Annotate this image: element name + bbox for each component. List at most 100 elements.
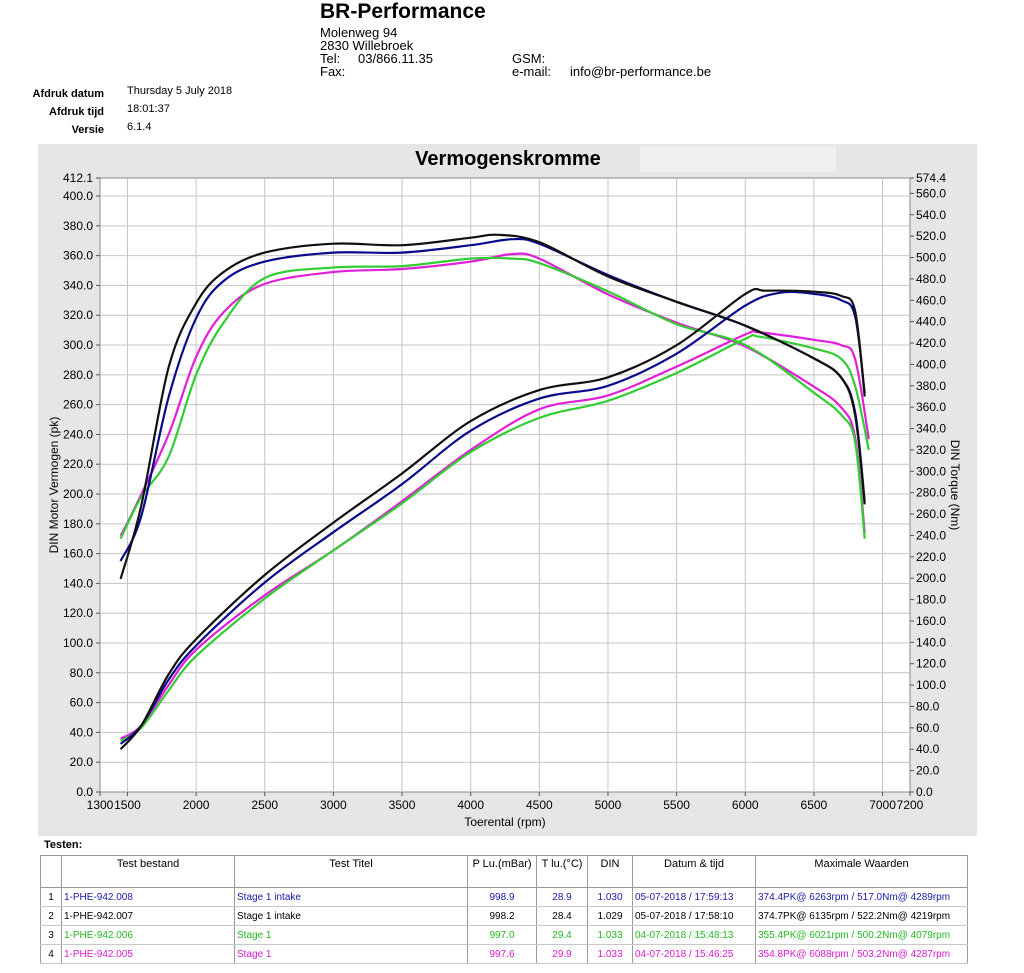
y-right-tick-label: 260.0 [916, 507, 946, 521]
y-right-tick-label: 320.0 [916, 443, 946, 457]
company-street: Molenweg 94 [320, 25, 398, 40]
row-din: 1.030 [587, 887, 633, 907]
x-tick-label: 6500 [801, 798, 828, 812]
version-label: Versie [71, 124, 104, 136]
x-tick-label: 3000 [320, 798, 347, 812]
print-date-label: Afdruk datum [32, 88, 105, 100]
y-right-tick-label: 20.0 [916, 764, 940, 778]
tests-label: Testen: [44, 839, 83, 851]
test-row: 1 1-PHE-942.008 Stage 1 intake 998.9 28.9 1.0… [40, 887, 968, 907]
row-din: 1.033 [587, 925, 633, 945]
y-left-tick-label: 360.0 [63, 249, 93, 263]
y-left-tick-label: 380.0 [63, 219, 93, 233]
x-tick-label: 1500 [114, 798, 141, 812]
y-right-tick-label: 574.4 [916, 171, 946, 185]
y-left-tick-label: 140.0 [63, 576, 93, 590]
tel-label: Tel: [320, 51, 341, 66]
y-left-tick-label: 412.1 [63, 171, 93, 185]
row-file: 1-PHE-942.007 [61, 906, 235, 926]
y-left-tick-label: 240.0 [63, 427, 93, 441]
y-right-tick-label: 120.0 [916, 657, 946, 671]
row-title: Stage 1 [234, 925, 468, 945]
row-datetime: 05-07-2018 / 17:59:13 [632, 887, 756, 907]
test-row: 3 1-PHE-942.006 Stage 1 997.0 29.4 1.033 04-07… [40, 925, 968, 945]
y-right-tick-label: 140.0 [916, 635, 946, 649]
y-right-tick-label: 540.0 [916, 208, 946, 222]
x-tick-label: 4000 [457, 798, 484, 812]
email-label: e-mail: [512, 64, 552, 79]
y-right-tick-label: 40.0 [916, 742, 940, 756]
tests-header-row: Test bestand Test Titel P Lu.(mBar) T lu… [40, 855, 968, 888]
title-highlight [640, 146, 836, 172]
y-right-tick-label: 500.0 [916, 251, 946, 265]
print-date-value: Thursday 5 July 2018 [127, 85, 233, 97]
tel-value: 03/866.11.35 [358, 51, 433, 66]
y-left-tick-label: 400.0 [63, 189, 93, 203]
y-left-axis-label: DIN Motor Vermogen (pk) [47, 417, 61, 554]
x-tick-label: 4500 [526, 798, 553, 812]
row-index: 3 [40, 925, 62, 945]
row-max: 355.4PK@ 6021rpm / 500.2Nm@ 4079rpm [755, 925, 968, 945]
torque-curve-line [120, 333, 870, 742]
y-right-tick-label: 420.0 [916, 336, 946, 350]
y-left-tick-label: 280.0 [63, 368, 93, 382]
y-left-tick-label: 180.0 [63, 517, 93, 531]
y-right-tick-label: 200.0 [916, 571, 946, 585]
y-left-tick-label: 0.0 [76, 785, 93, 799]
row-pressure: 997.6 [467, 944, 537, 964]
y-left-tick-label: 120.0 [63, 606, 93, 620]
gsm-label: GSM: [512, 51, 546, 66]
y-right-tick-label: 240.0 [916, 528, 946, 542]
y-right-tick-label: 180.0 [916, 593, 946, 607]
row-pressure: 998.9 [467, 887, 537, 907]
plot-area [99, 177, 911, 793]
version-value: 6.1.4 [127, 121, 152, 133]
y-left-tick-label: 200.0 [63, 487, 93, 501]
y-right-tick-label: 100.0 [916, 678, 946, 692]
torque-curve-line [119, 290, 866, 745]
y-right-tick-label: 80.0 [916, 699, 940, 713]
row-pressure: 997.0 [467, 925, 537, 945]
row-din: 1.029 [587, 906, 633, 926]
col-file: Test bestand [61, 855, 235, 888]
power-torque-chart: 1300 1500 2000 2500 3000 3500 4000 4500 5000 5500… [47, 148, 962, 829]
col-pressure: P Lu.(mBar) [467, 855, 537, 888]
y-right-tick-label: 440.0 [916, 315, 946, 329]
torque-curve-line [120, 329, 870, 740]
row-index: 4 [40, 944, 62, 964]
test-row: 4 1-PHE-942.005 Stage 1 997.6 29.9 1.033 04-07… [40, 944, 968, 964]
y-left-tick-label: 80.0 [70, 666, 94, 680]
row-datetime: 05-07-2018 / 17:58:10 [632, 906, 756, 926]
row-pressure: 998.2 [467, 906, 537, 926]
y-right-tick-label: 0.0 [916, 785, 933, 799]
row-title: Stage 1 intake [234, 906, 468, 926]
y-right-tick-label: 280.0 [916, 486, 946, 500]
y-right-tick-label: 300.0 [916, 464, 946, 478]
power-curve-line [119, 256, 866, 540]
y-left-tick-label: 220.0 [63, 457, 93, 471]
row-title: Stage 1 [234, 944, 468, 964]
row-temp: 29.9 [536, 944, 588, 964]
row-file: 1-PHE-942.005 [61, 944, 235, 964]
x-tick-label: 7000 [869, 798, 896, 812]
y-right-tick-label: 220.0 [916, 550, 946, 564]
company-city: 2830 Willebroek [320, 38, 414, 53]
row-max: 354.8PK@ 6088rpm / 503.2Nm@ 4287rpm [755, 944, 968, 964]
row-file: 1-PHE-942.006 [61, 925, 235, 945]
y-right-tick-label: 560.0 [916, 186, 946, 200]
print-time-label: Afdruk tijd [49, 106, 104, 118]
x-axis-label: Toerental (rpm) [464, 815, 545, 829]
x-tick-label: 7200 [897, 798, 924, 812]
y-right-tick-label: 400.0 [916, 357, 946, 371]
tests-table: Test bestand Test Titel P Lu.(mBar) T lu… [40, 855, 968, 964]
row-max: 374.4PK@ 6263rpm / 517.0Nm@ 4289rpm [755, 887, 968, 907]
row-temp: 28.4 [536, 906, 588, 926]
col-title: Test Titel [234, 855, 468, 888]
x-tick-label: 2000 [183, 798, 210, 812]
col-index [40, 855, 62, 888]
y-right-tick-label: 380.0 [916, 379, 946, 393]
y-left-tick-label: 160.0 [63, 547, 93, 561]
x-tick-label: 5000 [595, 798, 622, 812]
row-max: 374.7PK@ 6135rpm / 522.2Nm@ 4219rpm [755, 906, 968, 926]
y-right-tick-label: 60.0 [916, 721, 940, 735]
